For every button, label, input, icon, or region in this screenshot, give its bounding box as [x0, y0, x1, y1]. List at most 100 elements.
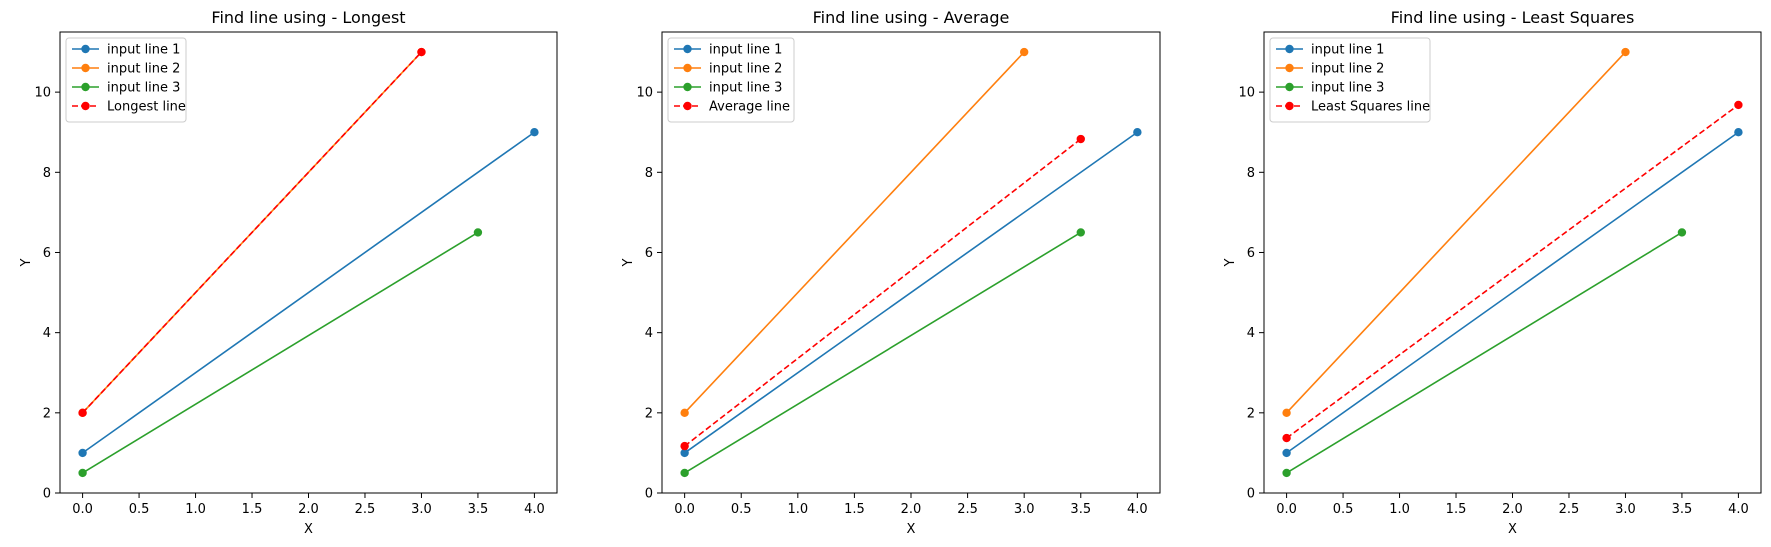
x-tick-label: 3.0 [1014, 502, 1035, 517]
x-tick-label: 0.5 [1333, 502, 1354, 517]
x-tick-label: 0.5 [731, 502, 752, 517]
x-tick-label: 0.0 [1276, 502, 1297, 517]
legend-box [1269, 37, 1431, 123]
y-tick-label: 2 [43, 406, 51, 421]
series-line [684, 131, 1138, 454]
x-tick-label: 3.5 [468, 502, 489, 517]
series-line [1286, 104, 1739, 439]
data-point [1133, 128, 1142, 137]
x-tick-label: 2.0 [1502, 502, 1523, 517]
x-tick-label: 0.0 [72, 502, 93, 517]
series-line [1286, 131, 1739, 454]
y-tick-label: 4 [1247, 326, 1255, 341]
legend-marker [683, 82, 692, 92]
y-axis-label: Y [19, 258, 34, 267]
data-point [1734, 100, 1743, 110]
y-tick-label: 6 [43, 246, 51, 261]
data-point [1282, 408, 1291, 418]
y-tick-label: 0 [43, 487, 51, 502]
legend-label: input line 1 [709, 43, 782, 58]
data-point [1076, 228, 1085, 237]
x-tick-label: 0.5 [129, 502, 150, 517]
data-point [417, 47, 426, 57]
legend-marker [81, 101, 90, 111]
y-tick-label: 10 [636, 86, 653, 101]
legend-marker [1285, 44, 1294, 54]
y-tick-label: 10 [1238, 86, 1255, 101]
legend-label: input line 2 [107, 62, 180, 77]
x-tick-label: 2.0 [901, 502, 922, 517]
legend-marker [1285, 63, 1294, 73]
series-4 [680, 134, 1085, 451]
x-tick-label: 3.5 [1070, 502, 1091, 517]
data-point [1282, 468, 1291, 478]
series-3 [1282, 228, 1687, 478]
data-point [1677, 228, 1687, 237]
series-4 [78, 47, 426, 418]
data-point [1076, 134, 1085, 144]
legend-box [65, 37, 187, 123]
y-tick-label: 0 [1247, 487, 1255, 502]
legend-box [667, 37, 795, 123]
data-point [680, 408, 689, 418]
data-point [78, 408, 87, 418]
x-tick-label: 3.0 [411, 502, 432, 517]
series-2 [680, 47, 1029, 418]
data-point [1621, 47, 1630, 57]
x-tick-label: 4.0 [524, 502, 545, 517]
data-point [78, 448, 87, 458]
chart-panel-2: Find line using - Average 0.0 0.5 1.0 1.5 2.0… [621, 8, 1161, 537]
series-line [82, 51, 423, 414]
series-line [1286, 231, 1683, 474]
series-line [82, 131, 535, 454]
legend-marker [81, 63, 90, 73]
x-tick-label: 1.5 [844, 502, 865, 517]
data-point [680, 448, 689, 458]
x-axis-label: X [1508, 522, 1517, 537]
series-line [684, 51, 1025, 414]
legend-label: input line 2 [709, 62, 782, 77]
data-point [1282, 433, 1291, 443]
legend-marker [683, 63, 692, 73]
x-tick-label: 1.0 [787, 502, 808, 517]
legend-label: input line 2 [1311, 62, 1384, 77]
y-axis-label: Y [1223, 258, 1238, 267]
legend-marker [683, 101, 692, 111]
legend-label: input line 3 [709, 81, 782, 96]
y-tick-label: 4 [645, 326, 653, 341]
x-tick-label: 2.0 [298, 502, 319, 517]
chart-panel-3: Find line using - Least Squares 0.0 0.5 1.0… [1223, 8, 1762, 537]
x-tick-label: 2.5 [1559, 502, 1580, 517]
legend-label: input line 1 [1311, 43, 1384, 58]
legend: input line 1 input line 2 input line 3 Aver… [667, 37, 795, 123]
series-1 [78, 128, 539, 458]
data-point [473, 228, 483, 237]
y-tick-label: 6 [645, 246, 653, 261]
y-tick-label: 0 [645, 487, 653, 502]
x-tick-label: 2.5 [957, 502, 978, 517]
legend-label: Longest line [107, 100, 186, 115]
x-tick-label: 1.0 [1389, 502, 1410, 517]
x-tick-label: 4.0 [1728, 502, 1749, 517]
legend-label: input line 1 [107, 43, 180, 58]
data-point [78, 468, 87, 478]
x-tick-label: 3.0 [1615, 502, 1636, 517]
y-tick-label: 8 [1247, 166, 1255, 181]
series-line [684, 231, 1082, 474]
series-line [684, 138, 1082, 447]
data-point [680, 441, 689, 451]
legend-marker [1285, 82, 1294, 92]
x-tick-label: 1.5 [242, 502, 263, 517]
data-point [1019, 47, 1029, 57]
series-4 [1282, 100, 1743, 443]
x-tick-label: 1.5 [1446, 502, 1467, 517]
series-3 [78, 228, 483, 478]
x-axis-label: X [304, 522, 313, 537]
legend-label: Average line [709, 100, 790, 115]
legend-marker [81, 44, 90, 54]
x-tick-label: 4.0 [1127, 502, 1148, 517]
series-line [1286, 51, 1627, 414]
y-tick-label: 2 [1247, 406, 1255, 421]
y-tick-label: 2 [645, 406, 653, 421]
